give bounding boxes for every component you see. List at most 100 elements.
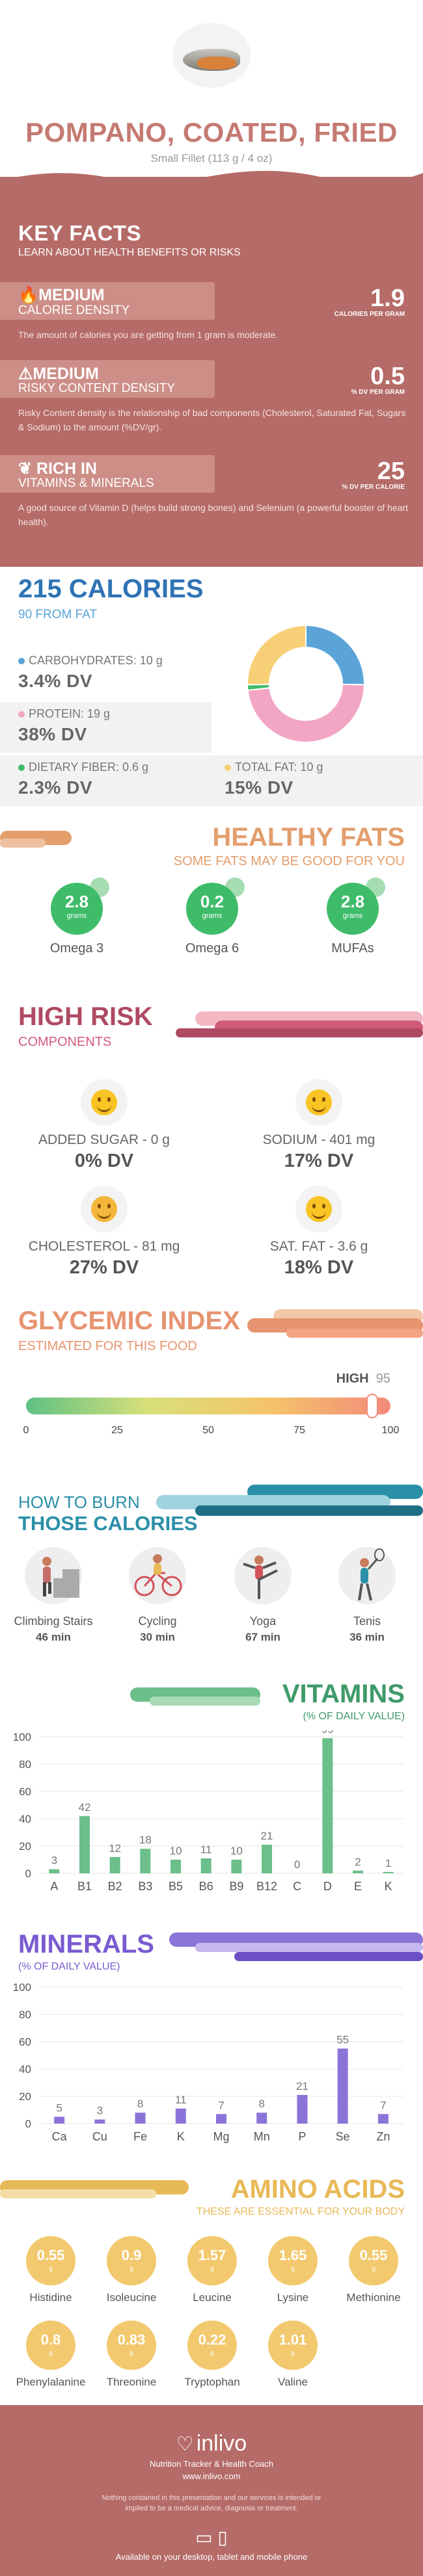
x-tick-label: P bbox=[298, 2130, 306, 2143]
footer-url[interactable]: www.inlivo.com bbox=[182, 2471, 241, 2481]
bar-value-label: 2 bbox=[355, 1856, 361, 1868]
y-tick-label: 0 bbox=[25, 2118, 31, 2130]
bar-value-label: 11 bbox=[175, 2094, 187, 2106]
glycemic-section: GLYCEMIC INDEX ESTIMATED FOR THIS FOOD H… bbox=[0, 1307, 423, 1476]
bar bbox=[256, 2113, 267, 2124]
minerals-title: MINERALS bbox=[18, 1930, 154, 1958]
x-tick-label: Cu bbox=[92, 2130, 107, 2143]
amino-isoleucine: 0.9 g Isoleucine bbox=[92, 2236, 171, 2304]
amino-histidine: 0.55 g Histidine bbox=[12, 2236, 90, 2304]
vitamins-subtitle: (% OF DAILY VALUE) bbox=[303, 1711, 405, 1722]
activity-cycling: Cycling 30 min bbox=[112, 1547, 203, 1644]
yoga-icon bbox=[234, 1547, 292, 1604]
fact-label: VITAMINS & MINERALS bbox=[18, 476, 154, 490]
fact-value: 0.5 bbox=[370, 363, 405, 390]
healthy-fats-title: HEALTHY FATS bbox=[212, 823, 405, 852]
smile-face-icon bbox=[295, 1079, 342, 1126]
y-tick-label: 80 bbox=[19, 1758, 31, 1771]
happy-face-icon bbox=[81, 1079, 128, 1126]
fact-level: MEDIUM bbox=[38, 286, 105, 304]
bar bbox=[175, 2108, 186, 2124]
fact-label: RISKY CONTENT DENSITY bbox=[18, 382, 176, 395]
activity-stairs: Climbing Stairs 46 min bbox=[8, 1547, 99, 1644]
x-tick-label: B9 bbox=[229, 1880, 243, 1893]
amino-subtitle: THESE ARE ESSENTIAL FOR YOUR BODY bbox=[196, 2206, 405, 2217]
burn-title-line2: THOSE CALORIES bbox=[18, 1512, 198, 1535]
bar-value-label: 12 bbox=[109, 1842, 121, 1854]
bar bbox=[135, 2113, 146, 2124]
bar bbox=[54, 2116, 65, 2124]
tennis-icon bbox=[338, 1547, 396, 1604]
fact-value: 25 bbox=[377, 458, 405, 485]
x-tick-label: Mg bbox=[213, 2130, 229, 2143]
bicycle-icon bbox=[129, 1547, 186, 1604]
activity-yoga: Yoga 67 min bbox=[217, 1547, 308, 1644]
risk-sat-fat: SAT. FAT - 3.6 g 18% DV bbox=[221, 1186, 416, 1279]
glycemic-value: 95 bbox=[375, 1372, 390, 1386]
risk-sodium: SODIUM - 401 mg 17% DV bbox=[221, 1079, 416, 1172]
y-tick-label: 40 bbox=[19, 1813, 31, 1825]
amino-acids-section: AMINO ACIDS THESE ARE ESSENTIAL FOR YOUR… bbox=[0, 2171, 423, 2425]
macro-protein: PROTEIN: 19 g 38% DV bbox=[18, 707, 111, 744]
y-tick-label: 0 bbox=[25, 1867, 31, 1880]
y-tick-label: 100 bbox=[13, 1731, 31, 1743]
amino-phenylalanine: 0.8 g Phenylalanine bbox=[12, 2321, 90, 2389]
x-tick-label: B6 bbox=[199, 1880, 213, 1893]
fact-description: The amount of calories you are getting f… bbox=[18, 330, 279, 340]
x-tick-label: Ca bbox=[52, 2130, 68, 2143]
vitamins-bar-chart: 0204060801003A42B112B218B310B511B610B921… bbox=[13, 1730, 403, 1893]
healthy-fats-section: HEALTHY FATS SOME FATS MAY BE GOOD FOR Y… bbox=[0, 820, 423, 983]
bar-value-label: 10 bbox=[230, 1845, 243, 1857]
neutral-face-icon bbox=[81, 1186, 128, 1232]
bar-value-label: 7 bbox=[218, 2099, 224, 2111]
bar bbox=[377, 2114, 389, 2124]
x-tick-label: C bbox=[293, 1880, 301, 1893]
fact-label: CALORIE DENSITY bbox=[18, 304, 130, 317]
fact-description: Risky Content density is the relationshi… bbox=[18, 408, 406, 432]
key-facts-subtitle: LEARN ABOUT HEALTH BENEFITS OR RISKS bbox=[18, 247, 241, 258]
calories-title: 215 CALORIES bbox=[18, 575, 204, 603]
x-tick-label: B2 bbox=[108, 1880, 122, 1893]
burn-title-line1: HOW TO BURN bbox=[18, 1492, 140, 1512]
bar-value-label: 10 bbox=[170, 1845, 182, 1857]
y-tick-label: 20 bbox=[19, 2090, 31, 2103]
amino-leucine: 1.57 g Leucine bbox=[173, 2236, 251, 2304]
leaf-icon: ❦ bbox=[18, 460, 36, 478]
inlivo-logo[interactable]: ♡ inlivo bbox=[176, 2431, 247, 2456]
high-risk-section: HIGH RISK COMPONENTS ADDED SUGAR - 0 g 0%… bbox=[0, 1002, 423, 1295]
bar bbox=[262, 1844, 272, 1873]
food-title: POMPANO, COATED, FRIED bbox=[25, 117, 398, 148]
x-tick-label: A bbox=[50, 1880, 58, 1893]
bar-value-label: 21 bbox=[261, 1830, 273, 1842]
y-tick-label: 100 bbox=[13, 1981, 31, 1994]
healthy-fats-subtitle: SOME FATS MAY BE GOOD FOR YOU bbox=[173, 854, 405, 868]
glycemic-level: HIGH bbox=[336, 1372, 369, 1386]
bar bbox=[216, 2114, 226, 2124]
serving-size: Small Fillet (113 g / 4 oz) bbox=[150, 152, 273, 164]
amino-lysine: 1.65 g Lysine bbox=[254, 2236, 332, 2304]
bar bbox=[297, 2094, 308, 2124]
vitamins-section: VITAMINS (% OF DAILY VALUE) 0 20 40 60 80 100… bbox=[0, 1671, 423, 1918]
glycemic-ticks: 0 25 50 75 100 bbox=[23, 1425, 400, 1436]
bar-value-label: 21 bbox=[296, 2080, 308, 2092]
bar-value-label: 11 bbox=[200, 1843, 212, 1856]
flame-icon: 🔥 bbox=[18, 286, 39, 304]
x-tick-label: E bbox=[354, 1880, 362, 1893]
glycemic-subtitle: ESTIMATED FOR THIS FOOD bbox=[18, 1339, 197, 1353]
y-tick-label: 60 bbox=[19, 2036, 31, 2048]
amino-tryptophan: 0.22 g Tryptophan bbox=[173, 2321, 251, 2389]
amino-title: AMINO ACIDS bbox=[230, 2175, 405, 2204]
food-photo bbox=[172, 23, 251, 88]
fact-unit: % DV PER GRAM bbox=[351, 389, 405, 396]
bar bbox=[109, 1856, 120, 1873]
minerals-section: MINERALS (% OF DAILY VALUE) 0 20 40 60 80 100… bbox=[0, 1927, 423, 2161]
bar-value-label: 1 bbox=[385, 1857, 391, 1869]
devices-icon: ▭ ▯ bbox=[195, 2527, 228, 2547]
x-tick-label: B5 bbox=[169, 1880, 183, 1893]
bar bbox=[200, 1858, 212, 1873]
amino-threonine: 0.83 g Threonine bbox=[92, 2321, 171, 2389]
risk-added-sugar: ADDED SUGAR - 0 g 0% DV bbox=[7, 1079, 202, 1172]
macro-fiber: DIETARY FIBER: 0.6 g 2.3% DV bbox=[18, 761, 149, 798]
burn-calories-section: HOW TO BURN THOSE CALORIES Climbing Stai… bbox=[0, 1476, 423, 1690]
glycemic-scale-bar bbox=[26, 1398, 390, 1414]
